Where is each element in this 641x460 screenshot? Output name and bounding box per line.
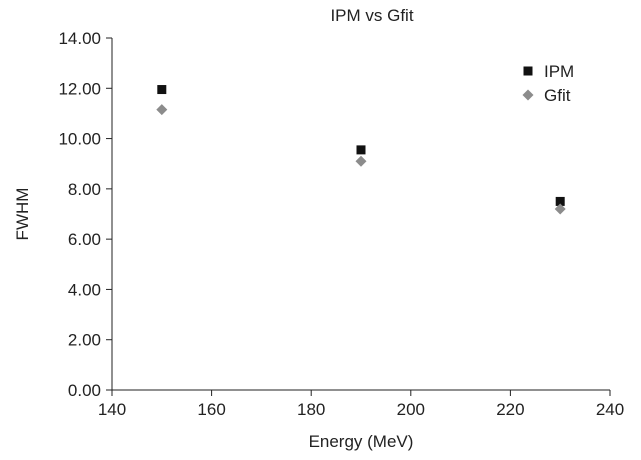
data-points (156, 85, 566, 215)
gfit-data-point (156, 104, 168, 116)
y-tick-label: 10.00 (58, 130, 101, 149)
gfit-data-point (554, 203, 566, 215)
chart-title: IPM vs Gfit (330, 6, 413, 25)
y-tick-label: 14.00 (58, 29, 101, 48)
y-tick-label: 4.00 (68, 280, 101, 299)
y-axis-ticks: 0.00 2.00 4.00 6.00 8.00 10.00 12.00 14.00 (58, 29, 112, 400)
y-tick-label: 12.00 (58, 79, 101, 98)
x-tick-label: 180 (297, 400, 325, 419)
y-tick-label: 8.00 (68, 180, 101, 199)
ipm-data-point (157, 85, 167, 95)
ipm-data-point (555, 196, 565, 206)
x-tick-label: 220 (496, 400, 524, 419)
ipm-data-point (356, 145, 366, 155)
x-tick-label: 140 (98, 400, 126, 419)
x-axis-ticks: 140 160 180 200 220 240 (98, 390, 624, 419)
gfit-legend-marker (522, 89, 534, 101)
legend-label-gfit: Gfit (544, 86, 571, 105)
x-tick-label: 240 (596, 400, 624, 419)
legend-label-ipm: IPM (544, 62, 574, 81)
y-tick-label: 0.00 (68, 381, 101, 400)
y-tick-label: 2.00 (68, 331, 101, 350)
ipm-legend-marker (523, 66, 533, 76)
axes (111, 38, 610, 391)
legend: IPM Gfit (522, 62, 574, 105)
y-tick-label: 6.00 (68, 230, 101, 249)
y-axis-label: FWHM (13, 188, 32, 241)
x-axis-label: Energy (MeV) (309, 432, 414, 451)
x-tick-label: 200 (397, 400, 425, 419)
x-tick-label: 160 (197, 400, 225, 419)
gfit-data-point (355, 155, 367, 167)
